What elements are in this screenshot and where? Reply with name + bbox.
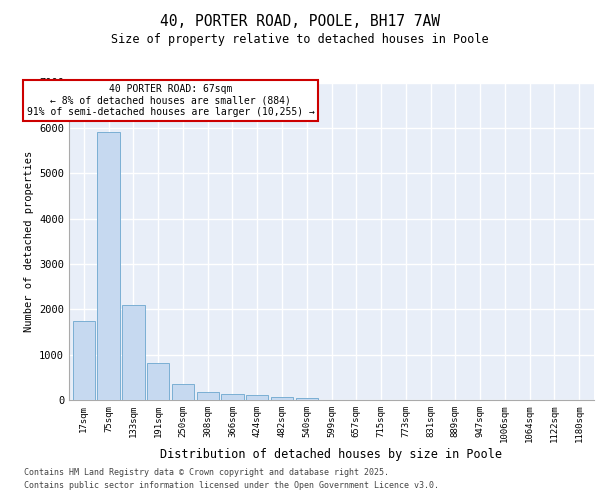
Text: Size of property relative to detached houses in Poole: Size of property relative to detached ho… [111, 34, 489, 46]
Bar [296, 398, 318, 400]
Text: 40 PORTER ROAD: 67sqm
← 8% of detached houses are smaller (884)
91% of semi-deta: 40 PORTER ROAD: 67sqm ← 8% of detached h… [26, 84, 314, 117]
Bar [271, 396, 293, 400]
Bar [221, 394, 244, 400]
Bar [246, 396, 268, 400]
Bar [122, 304, 145, 400]
Bar [147, 362, 169, 400]
Bar [197, 392, 219, 400]
Text: Contains HM Land Registry data © Crown copyright and database right 2025.: Contains HM Land Registry data © Crown c… [24, 468, 389, 477]
Bar [97, 132, 120, 400]
Text: 40, PORTER ROAD, POOLE, BH17 7AW: 40, PORTER ROAD, POOLE, BH17 7AW [160, 14, 440, 28]
Bar [172, 384, 194, 400]
Text: Contains public sector information licensed under the Open Government Licence v3: Contains public sector information licen… [24, 482, 439, 490]
Y-axis label: Number of detached properties: Number of detached properties [23, 150, 34, 332]
X-axis label: Distribution of detached houses by size in Poole: Distribution of detached houses by size … [161, 448, 503, 461]
Bar [73, 320, 95, 400]
